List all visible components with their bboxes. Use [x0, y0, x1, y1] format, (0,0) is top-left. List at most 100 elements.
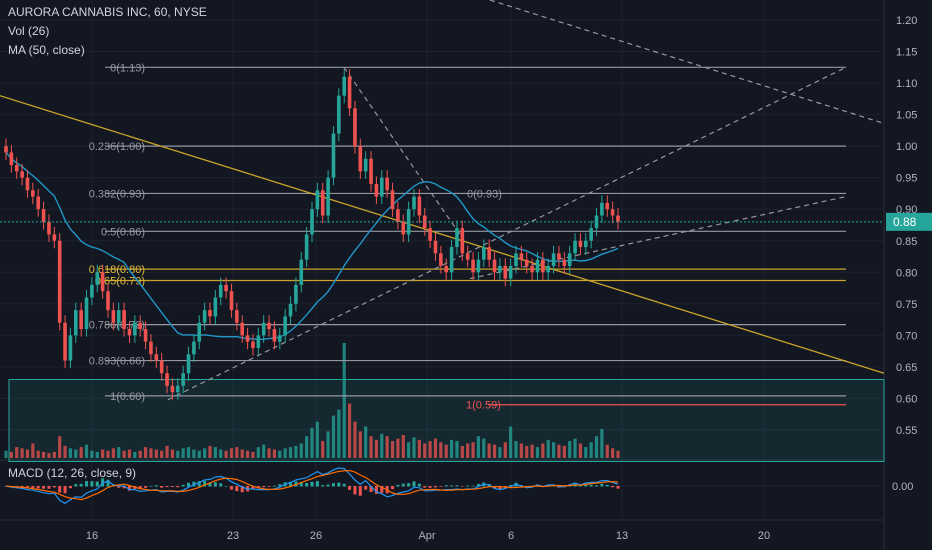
volume-bar — [229, 448, 234, 458]
volume-bar — [84, 444, 89, 458]
candle-body — [412, 196, 416, 210]
ma-legend: MA (50, close) — [8, 43, 85, 57]
candle-body — [589, 228, 593, 241]
candle-body — [508, 265, 513, 279]
fib-level-label: 0.65(0.79) — [95, 275, 145, 287]
macd-histogram-bar — [353, 486, 357, 495]
candle-body — [503, 265, 508, 279]
volume-bar — [364, 426, 368, 458]
volume-bar — [417, 439, 421, 458]
macd-histogram-bar — [412, 481, 416, 487]
volume-bar — [347, 403, 352, 458]
candle-body — [519, 253, 524, 260]
volume-bar — [47, 453, 51, 458]
price-tick-label: 0.85 — [896, 236, 917, 248]
macd-histogram-bar — [396, 484, 400, 487]
candle-body — [535, 259, 540, 273]
candle-body — [277, 335, 282, 342]
candle-body — [498, 265, 502, 273]
macd-histogram-bar — [160, 486, 164, 488]
volume-bar — [58, 436, 62, 458]
price-tick-label: 1.20 — [896, 15, 917, 27]
volume-bar — [514, 441, 518, 458]
macd-histogram-bar — [342, 483, 346, 487]
volume-bar — [466, 443, 470, 458]
candle-body — [240, 322, 245, 336]
candle-body — [106, 291, 110, 311]
candle-body — [149, 341, 153, 355]
candle-body — [79, 310, 83, 330]
volume-bar — [611, 448, 615, 458]
volume-bar — [299, 443, 303, 458]
price-tick-label: 0.65 — [896, 362, 917, 374]
volume-bar — [396, 438, 400, 458]
candle-body — [170, 385, 175, 393]
candle-body — [546, 265, 551, 273]
macd-histogram-bar — [63, 486, 67, 494]
candle-body — [299, 259, 304, 285]
candle-body — [326, 177, 330, 216]
volume-bar — [353, 421, 357, 458]
fib-level-label: 0.5(0.86) — [101, 226, 145, 238]
volume-bar — [203, 448, 207, 458]
candle-body — [337, 95, 341, 134]
macd-histogram-bar — [380, 486, 384, 493]
candle-body — [578, 240, 583, 248]
volume-bar — [117, 447, 121, 458]
volume-bar — [310, 427, 314, 458]
candle-body — [583, 240, 588, 248]
volume-bar — [331, 415, 336, 458]
price-tick-label: 1.05 — [896, 110, 917, 122]
candle-body — [251, 341, 255, 348]
volume-bar — [503, 442, 507, 458]
signal-line — [5, 469, 619, 501]
candle-body — [551, 253, 556, 266]
macd-histogram-bar — [165, 486, 169, 488]
macd-histogram-bar — [251, 486, 255, 490]
price-tick-label: 0.55 — [896, 425, 917, 437]
candle-body — [25, 177, 30, 191]
macd-histogram-bar — [471, 485, 475, 487]
volume-bar — [401, 435, 405, 458]
volume-bar — [551, 442, 556, 458]
volume-bar — [390, 441, 395, 458]
time-tick-label: 20 — [758, 530, 770, 542]
macd-histogram-bar — [74, 484, 78, 487]
volume-bar — [4, 450, 8, 458]
macd-histogram-bar — [95, 481, 99, 487]
volume-bar — [562, 445, 566, 458]
macd-histogram-bar — [122, 486, 126, 489]
candle-body — [229, 291, 234, 311]
volume-bar — [138, 450, 142, 458]
candle-body — [186, 354, 191, 374]
macd-histogram-bar — [224, 486, 228, 487]
candle-body — [63, 322, 67, 361]
candle-body — [401, 221, 406, 235]
volume-bar — [385, 436, 389, 458]
volume-bar — [321, 441, 325, 458]
candle-body — [605, 202, 610, 210]
volume-bar — [106, 450, 110, 458]
volume-bar — [31, 443, 35, 458]
macd-histogram-bar — [42, 486, 46, 489]
candle-body — [138, 322, 143, 330]
time-tick-label: Apr — [418, 530, 435, 542]
candle-body — [283, 316, 287, 336]
volume-bar — [192, 449, 196, 458]
macd-histogram-bar — [149, 485, 153, 487]
candle-body — [235, 310, 239, 323]
red-level-label: 1(0.59) — [466, 400, 501, 412]
macd-histogram-bar — [176, 486, 180, 488]
macd-histogram-bar — [170, 486, 174, 487]
volume-bar — [412, 437, 416, 458]
candle-body — [379, 177, 384, 197]
candle-body — [320, 190, 325, 216]
volume-bar — [380, 433, 384, 458]
volume-bar — [95, 451, 99, 458]
volume-bar — [267, 448, 271, 458]
macd-histogram-bar — [272, 485, 276, 487]
candle-body — [433, 240, 438, 254]
candle-body — [417, 196, 422, 216]
